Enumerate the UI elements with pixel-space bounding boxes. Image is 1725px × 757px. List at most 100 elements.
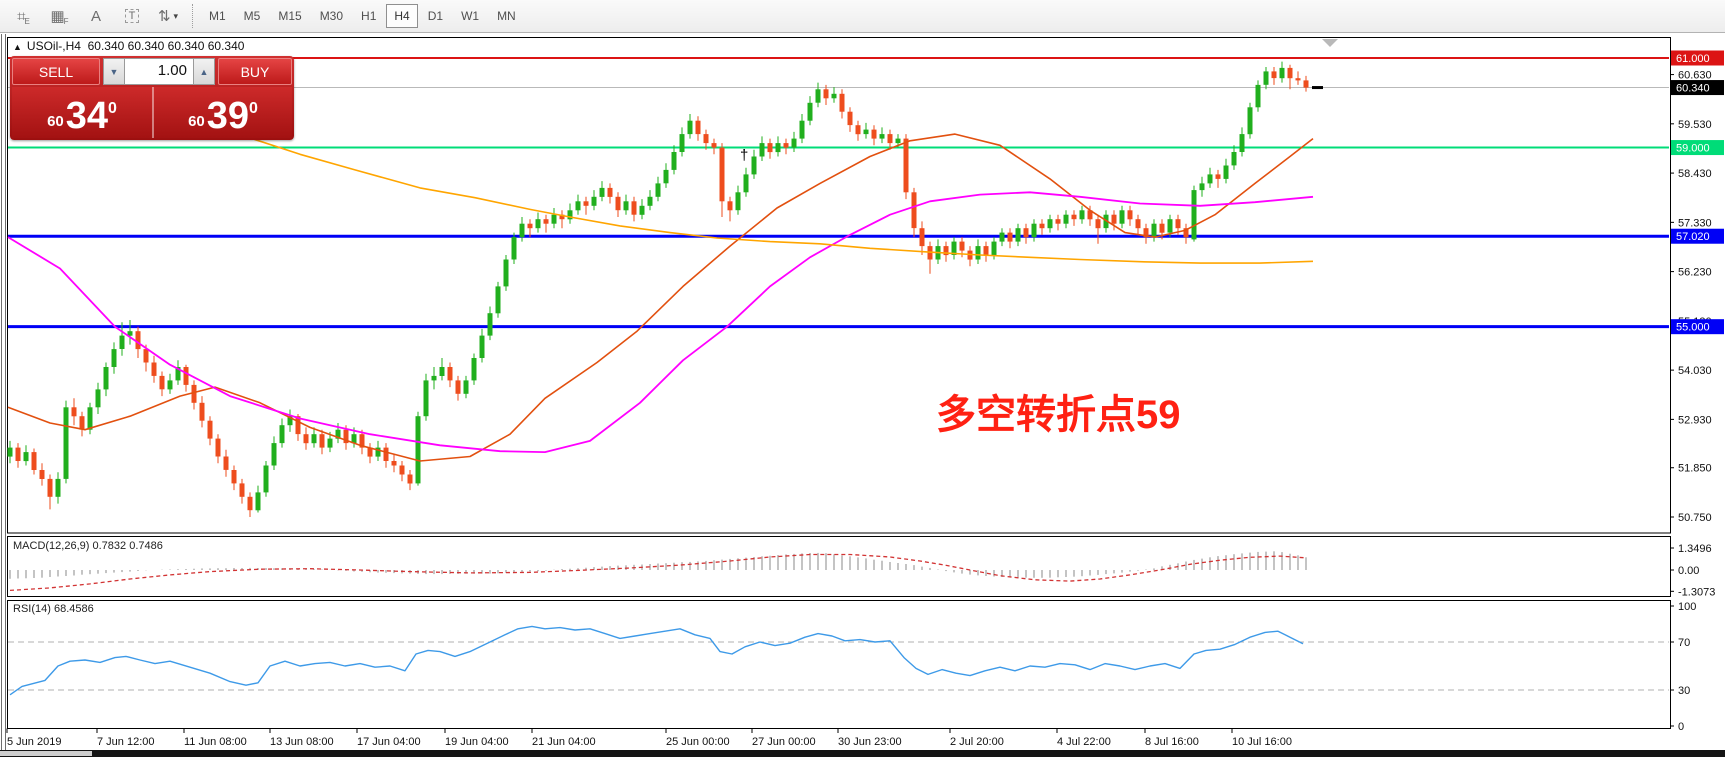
price-tick-label: 54.030 — [1678, 365, 1712, 377]
date-label: 21 Jun 04:00 — [532, 736, 596, 748]
candle-body — [311, 434, 317, 444]
level-55.000-badge — [1671, 319, 1724, 335]
sell-button[interactable]: SELL — [12, 58, 100, 85]
candle-body — [407, 474, 413, 484]
candle-body — [591, 196, 597, 206]
candle-body — [351, 434, 357, 444]
candle-body — [911, 192, 917, 229]
candle-body — [391, 461, 397, 466]
candle-body — [1007, 232, 1013, 242]
candle-body — [887, 134, 893, 144]
candle-body — [1303, 80, 1309, 88]
timeframe-button-m15[interactable]: M15 — [270, 4, 309, 28]
rsi-name: RSI(14) — [13, 603, 51, 615]
candle-body — [1167, 219, 1173, 233]
candle-body — [695, 120, 701, 135]
candle-body — [1239, 134, 1245, 152]
candle-body — [855, 125, 861, 135]
date-label: 7 Jun 12:00 — [97, 736, 155, 748]
timeframe-button-w1[interactable]: W1 — [453, 4, 487, 28]
candle-body — [255, 492, 261, 511]
candle-body — [727, 201, 733, 211]
candle-body — [431, 375, 437, 381]
timeframe-button-h4[interactable]: H4 — [386, 4, 418, 28]
horizontal-scrollbar-stub[interactable] — [0, 751, 92, 756]
timeframe-button-m5[interactable]: M5 — [236, 4, 269, 28]
candle-body — [791, 138, 797, 148]
candle-body — [959, 241, 965, 251]
collapse-arrow-icon[interactable]: ▲ — [13, 42, 22, 52]
candle-body — [303, 434, 309, 444]
chart-shift-triangle-icon[interactable] — [1322, 39, 1338, 47]
candle-body — [1055, 219, 1061, 224]
date-label: 13 Jun 08:00 — [270, 736, 334, 748]
volume-decrease-button[interactable]: ▼ — [103, 58, 125, 85]
timeframe-button-h1[interactable]: H1 — [353, 4, 384, 28]
candle-body — [919, 228, 925, 247]
candle-body — [999, 232, 1005, 242]
timeframe-button-d1[interactable]: D1 — [420, 4, 451, 28]
candle-body — [1287, 67, 1293, 79]
candle-body — [31, 452, 37, 470]
macd-panel-frame — [7, 536, 1671, 597]
candle-body — [1279, 67, 1285, 79]
price-tick-label: 52.930 — [1678, 414, 1712, 426]
timeframe-button-m30[interactable]: M30 — [312, 4, 351, 28]
arrows-style-icon[interactable]: ⇅ ▾ — [150, 3, 186, 29]
candle-body — [823, 89, 829, 99]
candle-body — [775, 143, 781, 153]
candle-body — [1159, 223, 1165, 233]
current-price-badge — [1671, 80, 1724, 96]
date-label: 11 Jun 08:00 — [184, 736, 247, 748]
candle-body — [631, 201, 637, 215]
text-label-icon[interactable]: A — [78, 3, 114, 29]
candle-body — [423, 380, 429, 417]
candle-body — [871, 129, 877, 139]
candle-body — [415, 416, 421, 484]
candle-body — [15, 447, 21, 461]
candle-body — [319, 434, 325, 448]
candle-body — [511, 237, 517, 260]
candle-body — [335, 429, 341, 439]
macd-tick-label: 1.3496 — [1678, 543, 1712, 555]
toolbar-separator — [192, 4, 193, 28]
rsi-tick-label: 0 — [1678, 721, 1684, 733]
candle-body — [679, 134, 685, 152]
candle-body — [479, 335, 485, 358]
candle-body — [367, 447, 373, 457]
candle-body — [295, 416, 301, 435]
level-59.000-badge — [1671, 140, 1724, 156]
candle-body — [1183, 228, 1189, 238]
candle-body — [1255, 84, 1261, 108]
volume-input[interactable]: 1.00 — [125, 58, 193, 85]
timeframe-button-mn[interactable]: MN — [489, 4, 524, 28]
macd-main-value: 0.7832 — [92, 540, 127, 552]
candle-body — [271, 443, 277, 466]
candle-body — [279, 425, 285, 444]
grid-f-icon[interactable]: ▦ F — [42, 3, 78, 29]
buy-price-sup: 0 — [249, 100, 258, 117]
sell-price-tile[interactable]: 60 34 0 — [12, 87, 152, 138]
rsi-tick-label: 30 — [1678, 685, 1690, 697]
candle-body — [1199, 183, 1205, 191]
chart-expert-icon[interactable]: ⌗ E — [6, 3, 42, 29]
candle-body — [815, 89, 821, 103]
candle-body — [615, 196, 621, 211]
candle-body — [991, 241, 997, 255]
timeframe-button-m1[interactable]: M1 — [201, 4, 234, 28]
buy-price-tile[interactable]: 60 39 0 — [152, 87, 292, 138]
date-label: 2 Jul 20:00 — [950, 736, 1004, 748]
date-label: 8 Jul 16:00 — [1145, 736, 1199, 748]
buy-button[interactable]: BUY — [218, 58, 292, 85]
candle-body — [1223, 165, 1229, 179]
candle-body — [663, 169, 669, 184]
candle-body — [135, 331, 141, 350]
candle-body — [583, 201, 589, 206]
candle-body — [199, 402, 205, 421]
text-t-glyph: T — [124, 9, 140, 23]
volume-increase-button[interactable]: ▲ — [193, 58, 215, 85]
text-box-icon[interactable]: T — [114, 3, 150, 29]
macd-name: MACD(12,26,9) — [13, 540, 90, 552]
candle-body — [247, 496, 253, 511]
candle-body — [1023, 228, 1029, 238]
